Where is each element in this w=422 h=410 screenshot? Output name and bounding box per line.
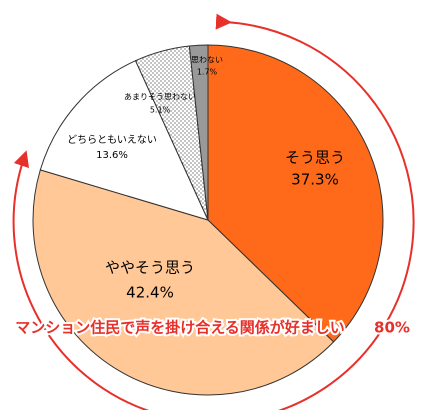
- pie-slice: [39, 60, 209, 221]
- pie: [32, 44, 384, 396]
- slice-value: 42.4%: [126, 284, 174, 302]
- slice-label: ややそう思う: [105, 259, 195, 277]
- slice-value: 13.6%: [96, 150, 128, 161]
- labels: そう思う 37.3% ややそう思う 42.4% どちらともいえない 13.6% あまりそう思…: [67, 56, 345, 302]
- pie-slice: [207, 44, 384, 343]
- pie-slice: [32, 169, 335, 396]
- highlight-arc: [12, 13, 415, 410]
- slice-value: 5.1%: [150, 106, 171, 115]
- slice-label: そう思う: [285, 149, 345, 167]
- slice-label: 思わない: [191, 56, 223, 65]
- slice-label: どちらともいえない: [67, 134, 157, 146]
- annotation: マンション住民で声を掛け合える関係が好ましい: [15, 319, 345, 337]
- slice-value: 1.7%: [197, 68, 218, 77]
- slice-label: あまりそう思わない: [124, 93, 196, 102]
- slice-value: 37.3%: [291, 171, 339, 189]
- annotation-value: 80%: [374, 319, 410, 337]
- pie-slice: [188, 44, 209, 221]
